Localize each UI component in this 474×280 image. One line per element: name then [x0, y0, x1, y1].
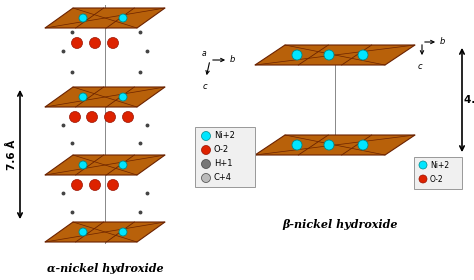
- Text: O-2: O-2: [214, 146, 229, 155]
- Circle shape: [324, 140, 334, 150]
- Circle shape: [201, 174, 210, 183]
- Text: β-nickel hydroxide: β-nickel hydroxide: [282, 220, 398, 230]
- Circle shape: [108, 179, 118, 190]
- Circle shape: [79, 14, 87, 22]
- Circle shape: [201, 160, 210, 169]
- Circle shape: [358, 50, 368, 60]
- Circle shape: [292, 50, 302, 60]
- Circle shape: [324, 50, 334, 60]
- Circle shape: [119, 93, 127, 101]
- Circle shape: [79, 93, 87, 101]
- Text: C+4: C+4: [214, 174, 232, 183]
- Text: c: c: [203, 82, 207, 91]
- Circle shape: [201, 146, 210, 155]
- Polygon shape: [45, 8, 165, 28]
- Text: Ni+2: Ni+2: [214, 132, 235, 141]
- Circle shape: [90, 38, 100, 48]
- Circle shape: [119, 228, 127, 236]
- Circle shape: [79, 161, 87, 169]
- Circle shape: [86, 111, 98, 123]
- Polygon shape: [255, 135, 415, 155]
- Circle shape: [79, 228, 87, 236]
- Circle shape: [72, 38, 82, 48]
- Text: H+1: H+1: [214, 160, 233, 169]
- Circle shape: [104, 111, 116, 123]
- Text: O-2: O-2: [430, 174, 444, 183]
- Text: c: c: [418, 62, 422, 71]
- Text: 4.6 Å: 4.6 Å: [464, 95, 474, 105]
- Circle shape: [419, 175, 427, 183]
- Polygon shape: [45, 155, 165, 175]
- Polygon shape: [45, 222, 165, 242]
- Circle shape: [108, 38, 118, 48]
- Circle shape: [70, 111, 81, 123]
- Circle shape: [119, 161, 127, 169]
- FancyBboxPatch shape: [195, 127, 255, 187]
- Text: b: b: [230, 55, 236, 64]
- Circle shape: [201, 132, 210, 141]
- Polygon shape: [255, 45, 415, 65]
- Polygon shape: [45, 87, 165, 107]
- Text: α-nickel hydroxide: α-nickel hydroxide: [46, 263, 164, 274]
- Text: Ni+2: Ni+2: [430, 160, 449, 169]
- Circle shape: [72, 179, 82, 190]
- Circle shape: [90, 179, 100, 190]
- Circle shape: [292, 140, 302, 150]
- FancyBboxPatch shape: [414, 157, 462, 189]
- Circle shape: [119, 14, 127, 22]
- Circle shape: [122, 111, 134, 123]
- Circle shape: [419, 161, 427, 169]
- Text: b: b: [440, 38, 446, 46]
- Circle shape: [358, 140, 368, 150]
- Text: a: a: [201, 49, 206, 58]
- Text: 7.6 Å: 7.6 Å: [7, 139, 17, 170]
